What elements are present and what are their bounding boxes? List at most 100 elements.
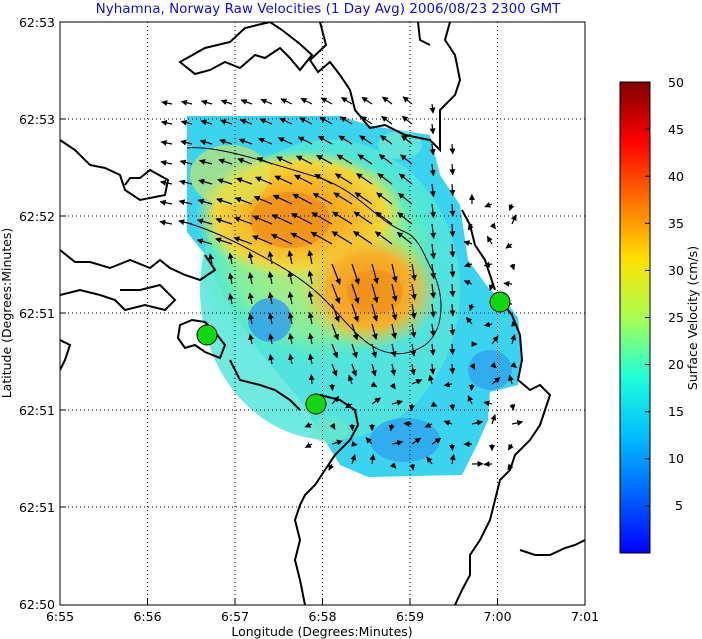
velocity-arrow-151 bbox=[430, 283, 437, 299]
y-tick-label-6: 62:50 bbox=[19, 597, 55, 612]
velocity-arrow-225 bbox=[345, 402, 353, 409]
velocity-arrow-30 bbox=[199, 139, 213, 146]
x-tick-label-6: 7:01 bbox=[571, 609, 599, 624]
velocity-arrow-50 bbox=[295, 155, 313, 165]
velocity-arrow-28 bbox=[160, 139, 173, 146]
chart-title: Nyhamna, Norway Raw Velocities (1 Day Av… bbox=[96, 1, 562, 17]
velocity-arrow-159 bbox=[287, 291, 294, 305]
velocity-arrow-256 bbox=[328, 463, 334, 471]
velocity-arrow-31 bbox=[219, 138, 233, 145]
velocity-arrow-109 bbox=[196, 238, 213, 245]
velocity-arrow-210 bbox=[490, 361, 497, 369]
y-tick-label-0: 62:53 bbox=[19, 15, 55, 30]
velocity-arrow-140 bbox=[509, 263, 516, 271]
velocity-arrow-185 bbox=[248, 333, 255, 345]
velocity-arrow-14 bbox=[160, 120, 173, 126]
velocity-arrow-150 bbox=[410, 283, 417, 301]
velocity-arrow-24 bbox=[360, 116, 373, 125]
velocity-arrow-175 bbox=[331, 323, 339, 341]
velocity-arrow-97 bbox=[271, 214, 293, 225]
velocity-arrow-228 bbox=[408, 403, 415, 412]
velocity-arrow-63 bbox=[255, 176, 273, 185]
velocity-arrow-136 bbox=[430, 263, 437, 280]
velocity-arrow-93 bbox=[196, 218, 213, 225]
colorbar-tick-label-15: 15 bbox=[668, 404, 684, 419]
velocity-arrow-26 bbox=[401, 115, 413, 125]
velocity-arrow-241 bbox=[443, 420, 453, 426]
y-tick-label-1: 62:53 bbox=[19, 112, 55, 127]
velocity-arrow-74 bbox=[178, 199, 193, 206]
velocity-arrow-32 bbox=[238, 138, 253, 145]
velocity-arrow-81 bbox=[312, 192, 333, 205]
velocity-arrow-234 bbox=[304, 422, 313, 428]
velocity-arrow-100 bbox=[332, 211, 353, 225]
velocity-arrow-90 bbox=[508, 203, 515, 211]
velocity-arrow-222 bbox=[508, 374, 514, 385]
velocity-arrow-141 bbox=[228, 272, 234, 285]
velocity-arrow-160 bbox=[307, 291, 314, 305]
velocity-arrow-27 bbox=[429, 123, 436, 135]
velocity-arrow-78 bbox=[253, 195, 273, 205]
y-axis-label: Latitude (Degrees:Minutes) bbox=[0, 228, 14, 399]
velocity-arrow-37 bbox=[338, 135, 353, 145]
velocity-arrow-158 bbox=[267, 291, 274, 305]
velocity-arrow-172 bbox=[267, 312, 274, 325]
velocity-arrow-226 bbox=[371, 397, 381, 405]
velocity-arrow-218 bbox=[428, 374, 434, 385]
velocity-arrow-204 bbox=[370, 363, 377, 377]
velocity-arrow-188 bbox=[307, 332, 314, 345]
velocity-arrow-181 bbox=[449, 323, 456, 336]
station-marker-2[interactable] bbox=[305, 393, 327, 415]
velocity-arrow-124 bbox=[505, 242, 513, 249]
velocity-arrow-135 bbox=[410, 263, 417, 281]
velocity-arrow-130 bbox=[307, 249, 314, 265]
velocity-arrow-145 bbox=[307, 270, 314, 285]
colorbar-label: Surface Velocity (cm/s) bbox=[685, 246, 700, 390]
velocity-arrow-149 bbox=[391, 283, 398, 302]
velocity-arrow-67 bbox=[334, 173, 353, 185]
velocity-arrow-168 bbox=[468, 303, 475, 312]
velocity-arrow-123 bbox=[486, 235, 493, 245]
velocity-arrow-83 bbox=[354, 192, 373, 205]
velocity-arrow-84 bbox=[376, 192, 393, 205]
velocity-arrow-192 bbox=[390, 343, 397, 358]
velocity-arrow-194 bbox=[429, 343, 436, 356]
velocity-arrow-33 bbox=[258, 137, 273, 145]
station-marker-1[interactable] bbox=[196, 324, 218, 346]
velocity-arrow-12 bbox=[402, 96, 413, 105]
colorbar-ticks bbox=[645, 81, 650, 507]
colorbar-tick-label-35: 35 bbox=[668, 216, 684, 231]
velocity-arrow-206 bbox=[410, 363, 416, 376]
velocity-arrow-219 bbox=[443, 381, 453, 388]
velocity-arrow-56 bbox=[429, 163, 436, 177]
velocity-arrow-4 bbox=[240, 99, 253, 105]
colorbar-tick-label-10: 10 bbox=[668, 451, 684, 466]
velocity-arrow-60 bbox=[198, 178, 213, 185]
velocity-arrow-107 bbox=[489, 222, 496, 230]
y-tick-label-5: 62:51 bbox=[19, 500, 55, 515]
velocity-arrow-70 bbox=[398, 173, 413, 185]
velocity-arrow-44 bbox=[179, 159, 193, 166]
velocity-arrow-53 bbox=[357, 154, 373, 165]
velocity-arrow-200 bbox=[288, 353, 295, 365]
velocity-arrow-231 bbox=[467, 395, 474, 405]
velocity-arrow-162 bbox=[351, 303, 360, 323]
velocity-arrow-42 bbox=[449, 143, 456, 155]
velocity-arrow-99 bbox=[311, 212, 333, 225]
velocity-arrow-40 bbox=[401, 135, 413, 145]
velocity-arrow-221 bbox=[491, 377, 501, 385]
velocity-arrow-238 bbox=[388, 423, 395, 432]
axis-ticks bbox=[60, 118, 498, 605]
velocity-arrow-153 bbox=[463, 280, 473, 286]
velocity-arrow-19 bbox=[259, 118, 273, 125]
velocity-arrow-95 bbox=[233, 216, 253, 225]
station-marker-3[interactable] bbox=[489, 291, 511, 313]
velocity-arrow-247 bbox=[351, 440, 358, 447]
velocity-arrow-72 bbox=[449, 183, 456, 196]
y-tick-label-3: 62:51 bbox=[19, 306, 55, 321]
velocity-arrow-34 bbox=[277, 137, 293, 145]
velocity-arrow-18 bbox=[239, 118, 253, 125]
velocity-arrow-21 bbox=[299, 117, 313, 125]
speed-field bbox=[187, 116, 522, 477]
velocity-arrow-66 bbox=[314, 173, 333, 185]
